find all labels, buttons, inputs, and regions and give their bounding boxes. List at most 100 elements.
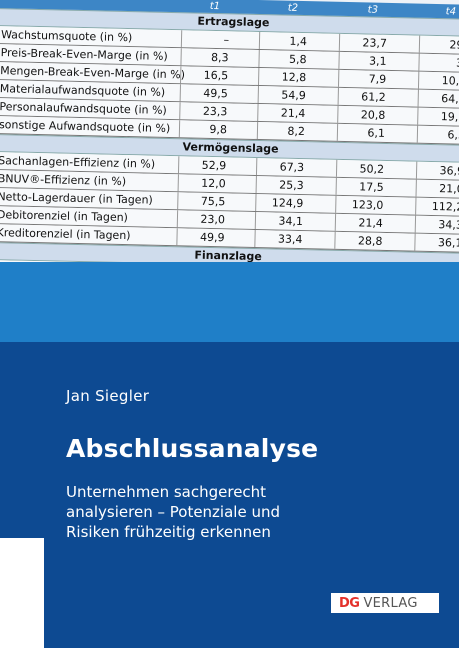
column-divider	[415, 197, 417, 215]
column-divider	[337, 69, 340, 87]
column-divider	[257, 86, 259, 104]
book-title: Abschlussanalyse	[66, 434, 319, 463]
column-divider	[179, 84, 182, 102]
column-divider	[338, 33, 341, 51]
cell-value: 8,3	[210, 50, 229, 65]
column-divider	[177, 156, 180, 174]
cell-value: 7,9	[368, 72, 387, 86]
cell-value: 124,9	[271, 196, 304, 211]
column-divider	[417, 107, 419, 125]
subtitle-line: analysieren – Potenziale und	[66, 503, 280, 521]
column-divider	[178, 120, 181, 138]
cell-value: 21,4	[280, 106, 306, 121]
column-divider	[337, 87, 339, 105]
cell-value: 52,9	[201, 158, 227, 173]
column-divider	[176, 210, 179, 228]
publisher-logo: DG VERLAG	[331, 593, 439, 613]
row-label: BNUV®-Effizienz (in %)	[0, 172, 127, 189]
column-divider	[258, 32, 261, 50]
cell-value: 21,0	[439, 182, 459, 196]
cell-value: 10,2	[441, 74, 459, 88]
cell-value: 49,5	[203, 86, 228, 101]
row-label: Materialaufwandsquote (in %)	[0, 82, 166, 99]
column-divider	[258, 68, 260, 86]
column-divider	[180, 30, 183, 48]
cell-value: 50,2	[359, 162, 385, 176]
cell-value: 34,3	[438, 218, 459, 232]
cell-value: 64,0	[441, 92, 459, 106]
column-divider	[335, 159, 338, 177]
cell-value: –	[223, 33, 230, 47]
row-label: Preis-Break-Even-Marge (in %)	[0, 46, 168, 63]
subtitle-line: Risiken frühzeitig erkennen	[66, 523, 271, 541]
ratio-table: t1 t2 t3 t4 Ertragslage Wachstumsquote (i…	[0, 0, 459, 262]
cell-value: 25,3	[279, 178, 304, 193]
column-divider	[417, 89, 419, 107]
cell-value: 75,5	[200, 194, 226, 209]
cell-value: 9,8	[209, 122, 228, 137]
column-divider	[416, 125, 419, 143]
column-divider	[255, 193, 257, 212]
column-divider	[255, 175, 257, 194]
row-label: Netto-Lagerdauer (in Tagen)	[0, 190, 153, 207]
cell-value: 23,3	[202, 104, 228, 119]
row-label: Debitorenziel (in Tagen)	[0, 208, 129, 225]
column-divider	[179, 102, 181, 120]
cell-value: 6,5	[447, 128, 459, 142]
cell-value: 1,4	[289, 34, 308, 49]
cell-value: 67,3	[279, 160, 305, 175]
cell-value: 123,0	[351, 198, 384, 212]
col-header-t3: t3	[367, 4, 379, 16]
column-divider	[334, 213, 337, 231]
row-label: Sachanlagen-Effizienz (in %)	[0, 154, 156, 171]
publisher-prefix: DG	[339, 595, 360, 611]
row-label: Mengen-Break-Even-Marge (in %)	[0, 64, 186, 82]
column-divider	[337, 105, 339, 123]
table-body: Ertragslage Wachstumsquote (in %) –1,4 23,7…	[0, 7, 459, 262]
column-divider	[415, 161, 418, 179]
cell-value: 5,8	[288, 52, 307, 67]
cell-value: 19,3	[440, 110, 459, 124]
cell-value: 54,9	[281, 88, 306, 103]
book-subtitle: Unternehmen sachgerecht analysieren – Po…	[66, 482, 366, 542]
column-divider	[255, 157, 258, 176]
cell-value: 21,4	[358, 216, 384, 230]
cell-value: 34,1	[278, 214, 304, 229]
column-divider	[256, 122, 259, 140]
col-header-t1: t1	[209, 0, 221, 13]
column-divider	[338, 51, 340, 69]
column-divider	[257, 104, 259, 122]
cell-value: 23,0	[200, 212, 226, 227]
col-header-t4: t4	[445, 6, 457, 18]
cell-value: 36,1	[437, 236, 459, 250]
cell-value: 12,8	[281, 70, 307, 85]
cell-value: 20,8	[360, 108, 386, 122]
column-divider	[335, 195, 337, 213]
cell-value: 6,1	[367, 126, 386, 140]
column-divider	[418, 35, 421, 53]
column-divider	[254, 229, 256, 247]
cell-value: 3,	[455, 56, 459, 70]
column-divider	[415, 179, 417, 197]
white-spine-bar	[0, 538, 44, 648]
column-divider	[258, 50, 260, 68]
cell-value: 12,0	[201, 176, 226, 191]
column-divider	[414, 215, 417, 233]
column-divider	[414, 233, 416, 251]
author-name: Jan Siegler	[66, 387, 150, 405]
column-divider	[418, 53, 420, 71]
cell-value: 17,5	[359, 180, 384, 194]
col-header-t2: t2	[287, 2, 299, 14]
cell-value: 36,9	[439, 164, 459, 178]
row-label: sonstige Aufwandsquote (in %)	[0, 118, 171, 136]
column-divider	[176, 228, 178, 246]
cell-value: 23,7	[362, 36, 388, 50]
cell-value: 112,2	[431, 199, 459, 214]
row-label: Personalaufwandsquote (in %)	[0, 100, 167, 117]
cover-photo-table: t1 t2 t3 t4 Ertragslage Wachstumsquote (i…	[0, 0, 459, 262]
publisher-name: VERLAG	[363, 595, 418, 611]
accent-band	[0, 262, 459, 342]
cell-value: 61,2	[361, 90, 386, 104]
cell-value: 8,2	[287, 124, 306, 139]
